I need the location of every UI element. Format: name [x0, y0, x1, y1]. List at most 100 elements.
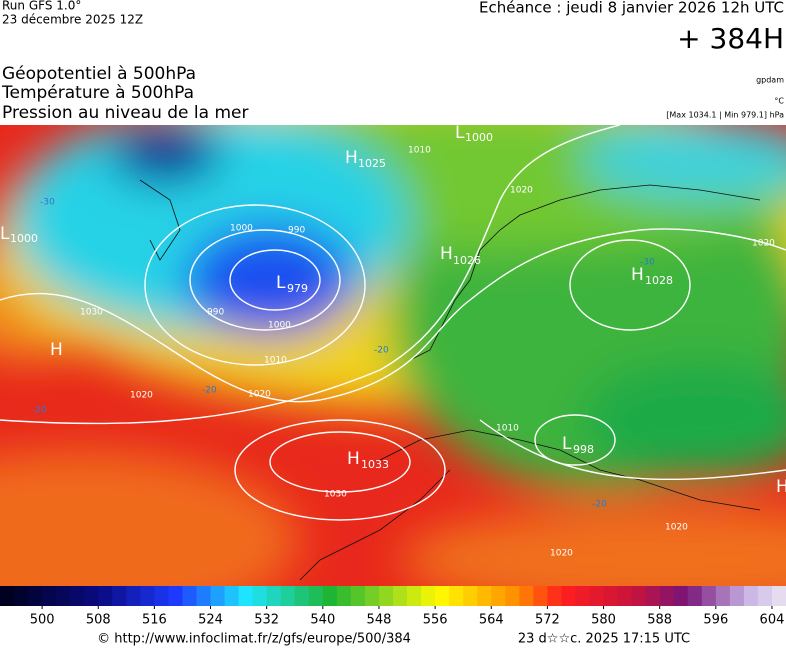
colorbar-tick-label: 588: [647, 613, 672, 628]
colorbar-swatch: [617, 586, 633, 606]
colorbar-swatch: [70, 586, 85, 606]
footer-source: © http://www.infoclimat.fr/z/gfs/europe/…: [97, 632, 411, 647]
footer-timestamp: 23 d☆☆c. 2025 17:15 UTC: [518, 632, 690, 647]
colorbar-swatch: [449, 586, 464, 606]
colorbar-swatch: [14, 586, 29, 606]
colorbar-swatch: [210, 586, 226, 606]
pressure-center-value: 1000: [465, 131, 493, 144]
temperature-label: -20: [202, 386, 217, 396]
temperature-label: -20: [32, 406, 47, 416]
unit-label: gpdam: [756, 76, 784, 85]
colorbar-swatch: [98, 586, 113, 606]
isobar-label: 1030: [80, 308, 103, 318]
pressure-center-value: 1025: [358, 157, 386, 170]
isobar-label: 990: [288, 226, 305, 236]
pressure-center: H: [631, 265, 644, 285]
colorbar-swatch: [168, 586, 183, 606]
pressure-center: L: [276, 273, 286, 293]
colorbar-swatch: [589, 586, 605, 606]
isobar-label: 1020: [510, 186, 533, 196]
colorbar-swatch: [322, 586, 338, 606]
colorbar-swatch: [56, 586, 71, 606]
legend-line: Pression au niveau de la mer: [2, 103, 248, 123]
pressure-center: L: [562, 434, 572, 454]
pressure-center: L: [0, 224, 10, 244]
isobar-label: 1010: [496, 424, 519, 434]
colorbar-swatch: [28, 586, 43, 606]
colorbar-swatch: [715, 586, 731, 606]
isobar-label: 1010: [408, 146, 431, 156]
isobar-label: 1010: [264, 356, 287, 366]
colorbar-swatch: [84, 586, 99, 606]
colorbar-swatch: [294, 586, 310, 606]
colorbar-swatch: [729, 586, 745, 606]
isobars: [0, 125, 786, 521]
colorbar-swatch: [463, 586, 478, 606]
colorbar-swatch: [603, 586, 619, 606]
pressure-center: L: [455, 123, 465, 143]
colorbar-swatch: [364, 586, 380, 606]
colorbar-swatch: [238, 586, 254, 606]
map: L 1000 H 1025 L 1000 L 979 H 1026 H 1028…: [0, 123, 786, 586]
pressure-center: H: [347, 449, 360, 469]
pressure-center-value: 1033: [361, 458, 389, 471]
colorbar-swatch: [435, 586, 450, 606]
colorbar-swatch: [407, 586, 422, 606]
colorbar-swatch: [154, 586, 169, 606]
pressure-center-value: 998: [573, 443, 594, 456]
colorbar: 500 508 516 524 532 540 548 556 564 572 580 588 596 6…: [0, 586, 786, 628]
colorbar-swatch: [491, 586, 506, 606]
isobar-label: 1020: [550, 549, 573, 559]
colorbar-swatch: [771, 586, 786, 606]
colorbar-swatch: [0, 586, 15, 606]
colorbar-swatch: [645, 586, 661, 606]
colorbar-swatch: [547, 586, 562, 606]
pressure-center-value: 979: [287, 282, 308, 295]
colorbar-swatch: [182, 586, 197, 606]
colorbar-swatch: [561, 586, 576, 606]
colorbar-swatch: [266, 586, 282, 606]
isobar-label: 1020: [130, 391, 153, 401]
colorbar-swatch: [421, 586, 436, 606]
colorbar-swatch: [378, 586, 394, 606]
colorbar-tick-label: 564: [479, 613, 504, 628]
isobar-label: 1030: [324, 490, 347, 500]
isobar-label: 1000: [268, 321, 291, 331]
colorbar-tick-label: 500: [30, 613, 55, 628]
colorbar-swatch: [505, 586, 520, 606]
run-label: Run GFS 1.0°: [2, 0, 81, 13]
temperature-label: -30: [640, 258, 655, 268]
colorbar-swatch: [308, 586, 324, 606]
colorbar-tick-label: 524: [198, 613, 223, 628]
colorbar-swatch: [126, 586, 141, 606]
colorbar-swatch: [393, 586, 408, 606]
legend-line: Géopotentiel à 500hPa: [2, 64, 196, 84]
colorbar-swatch: [42, 586, 57, 606]
pressure-center: H: [345, 148, 358, 168]
colorbar-swatch: [743, 586, 759, 606]
colorbar-tick-label: 548: [367, 613, 392, 628]
colorbar-tick-label: 572: [535, 613, 560, 628]
colorbar-tick-label: 604: [760, 613, 785, 628]
colorbar-swatch: [196, 586, 212, 606]
pressure-center-value: 1026: [453, 254, 481, 267]
colorbar-tick-label: 556: [423, 613, 448, 628]
temperature-field: [0, 125, 786, 586]
colorbar-swatch: [350, 586, 366, 606]
colorbar-tick-label: 532: [254, 613, 279, 628]
colorbar-swatch: [701, 586, 717, 606]
colorbar-swatch: [112, 586, 127, 606]
colorbar-swatch: [757, 586, 773, 606]
isobar-label: 1020: [248, 390, 271, 400]
isobar-label: 1020: [752, 239, 775, 249]
colorbar-tick-label: 596: [703, 613, 728, 628]
colorbar-swatch: [252, 586, 268, 606]
colorbar-swatch: [477, 586, 492, 606]
colorbar-tick-label: 580: [591, 613, 616, 628]
colorbar-tick-label: 508: [86, 613, 111, 628]
temperature-label: -30: [40, 198, 55, 208]
isobar-label: 1020: [665, 523, 688, 533]
colorbar-swatch: [631, 586, 647, 606]
pressure-center-value: 1028: [645, 274, 673, 287]
